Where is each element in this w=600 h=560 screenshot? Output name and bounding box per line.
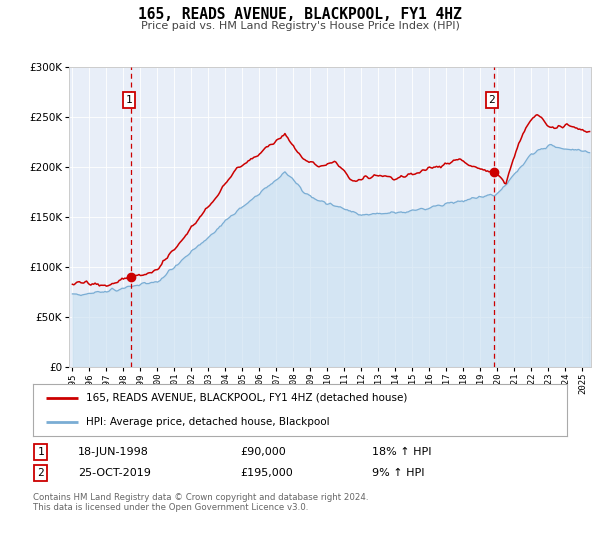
Text: This data is licensed under the Open Government Licence v3.0.: This data is licensed under the Open Gov…: [33, 503, 308, 512]
Text: £195,000: £195,000: [240, 468, 293, 478]
Text: 2: 2: [37, 468, 44, 478]
Text: 25-OCT-2019: 25-OCT-2019: [78, 468, 151, 478]
Text: 2: 2: [488, 95, 495, 105]
Text: 9% ↑ HPI: 9% ↑ HPI: [372, 468, 425, 478]
Text: 1: 1: [37, 447, 44, 457]
Text: 165, READS AVENUE, BLACKPOOL, FY1 4HZ: 165, READS AVENUE, BLACKPOOL, FY1 4HZ: [138, 7, 462, 22]
Text: Contains HM Land Registry data © Crown copyright and database right 2024.: Contains HM Land Registry data © Crown c…: [33, 493, 368, 502]
Text: 18% ↑ HPI: 18% ↑ HPI: [372, 447, 431, 457]
Text: HPI: Average price, detached house, Blackpool: HPI: Average price, detached house, Blac…: [86, 417, 330, 427]
Text: Price paid vs. HM Land Registry's House Price Index (HPI): Price paid vs. HM Land Registry's House …: [140, 21, 460, 31]
Text: £90,000: £90,000: [240, 447, 286, 457]
Text: 1: 1: [125, 95, 132, 105]
Text: 165, READS AVENUE, BLACKPOOL, FY1 4HZ (detached house): 165, READS AVENUE, BLACKPOOL, FY1 4HZ (d…: [86, 393, 408, 403]
Text: 18-JUN-1998: 18-JUN-1998: [78, 447, 149, 457]
